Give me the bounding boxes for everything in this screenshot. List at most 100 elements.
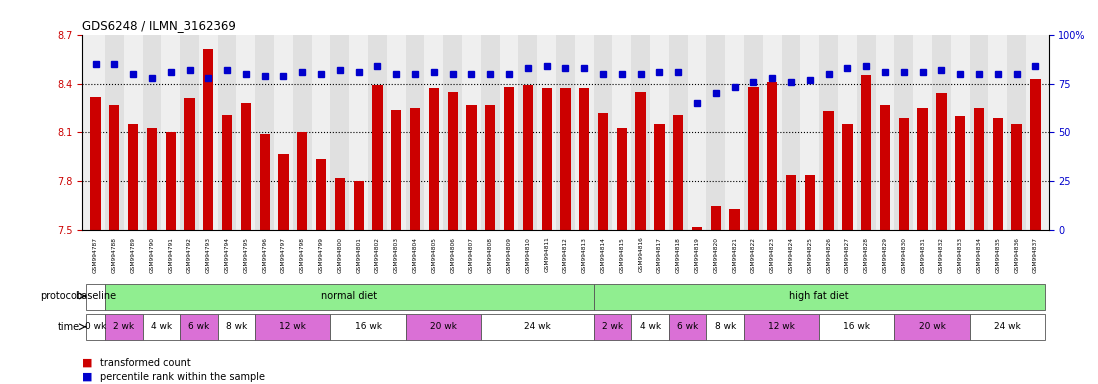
Bar — [354, 182, 363, 384]
Bar — [768, 82, 777, 384]
Bar — [143, 35, 161, 230]
Bar — [895, 35, 914, 230]
Bar — [669, 35, 687, 230]
Bar — [650, 35, 669, 230]
Bar — [518, 35, 537, 230]
Text: 6 wk: 6 wk — [188, 322, 210, 331]
Bar — [410, 108, 421, 384]
Bar — [462, 35, 481, 230]
Bar — [838, 35, 856, 230]
Bar — [556, 35, 575, 230]
Bar — [278, 154, 289, 384]
Bar — [330, 35, 349, 230]
Bar — [918, 108, 928, 384]
Text: 8 wk: 8 wk — [715, 322, 736, 331]
Bar — [895, 314, 970, 340]
Bar — [636, 92, 646, 384]
Bar — [349, 35, 368, 230]
Bar — [217, 35, 236, 230]
Bar — [256, 314, 330, 340]
Bar — [105, 314, 143, 340]
Bar — [970, 314, 1045, 340]
Text: 20 wk: 20 wk — [429, 322, 457, 331]
Bar — [298, 132, 307, 384]
Bar — [824, 111, 833, 384]
Bar — [312, 35, 330, 230]
Text: high fat diet: high fat diet — [789, 291, 849, 301]
Bar — [428, 88, 439, 384]
Bar — [386, 35, 405, 230]
Text: 12 wk: 12 wk — [769, 322, 795, 331]
Bar — [481, 314, 594, 340]
Text: 4 wk: 4 wk — [150, 322, 172, 331]
Bar — [161, 35, 180, 230]
Text: ■: ■ — [82, 358, 93, 368]
Text: 8 wk: 8 wk — [226, 322, 247, 331]
Bar — [937, 93, 946, 384]
Text: 24 wk: 24 wk — [994, 322, 1021, 331]
Bar — [974, 108, 984, 384]
Bar — [405, 35, 425, 230]
Bar — [594, 35, 613, 230]
Text: percentile rank within the sample: percentile rank within the sample — [100, 372, 265, 382]
Bar — [594, 314, 631, 340]
Bar — [914, 35, 932, 230]
Bar — [819, 35, 838, 230]
Bar — [800, 35, 819, 230]
Bar — [560, 88, 571, 384]
Bar — [763, 35, 782, 230]
Text: 16 wk: 16 wk — [843, 322, 871, 331]
Bar — [932, 35, 951, 230]
Bar — [147, 127, 157, 384]
Bar — [330, 314, 405, 340]
Bar — [842, 124, 853, 384]
Bar — [951, 35, 970, 230]
Bar — [786, 175, 796, 384]
Bar — [485, 105, 495, 384]
Text: 2 wk: 2 wk — [602, 322, 623, 331]
Bar — [729, 209, 740, 384]
Bar — [86, 35, 105, 230]
Bar — [500, 35, 518, 230]
Bar — [879, 105, 890, 384]
Text: 6 wk: 6 wk — [677, 322, 698, 331]
Bar — [274, 35, 293, 230]
Bar — [687, 35, 706, 230]
Text: protocol: protocol — [41, 291, 80, 301]
Text: baseline: baseline — [75, 291, 116, 301]
Bar — [444, 35, 462, 230]
Bar — [631, 35, 650, 230]
Bar — [955, 116, 965, 384]
Bar — [368, 35, 386, 230]
Bar — [594, 284, 1045, 310]
Bar — [726, 35, 744, 230]
Bar — [391, 109, 402, 384]
Bar — [748, 87, 759, 384]
Bar — [316, 159, 326, 384]
Bar — [1026, 35, 1045, 230]
Bar — [335, 178, 345, 384]
Text: 2 wk: 2 wk — [113, 322, 134, 331]
Bar — [86, 314, 105, 340]
Bar — [805, 175, 815, 384]
Bar — [203, 49, 213, 384]
Text: 0 wk: 0 wk — [85, 322, 107, 331]
Bar — [710, 206, 721, 384]
Bar — [744, 35, 763, 230]
Bar — [654, 124, 664, 384]
Bar — [856, 35, 875, 230]
Bar — [128, 124, 138, 384]
Bar — [706, 35, 726, 230]
Bar — [481, 35, 500, 230]
Bar — [669, 314, 706, 340]
Bar — [579, 88, 590, 384]
Bar — [166, 132, 176, 384]
Bar — [199, 35, 217, 230]
Bar — [86, 284, 105, 310]
Bar — [105, 35, 124, 230]
Bar — [236, 35, 256, 230]
Text: 4 wk: 4 wk — [639, 322, 661, 331]
Bar — [692, 227, 703, 384]
Bar — [448, 92, 458, 384]
Bar — [819, 314, 895, 340]
